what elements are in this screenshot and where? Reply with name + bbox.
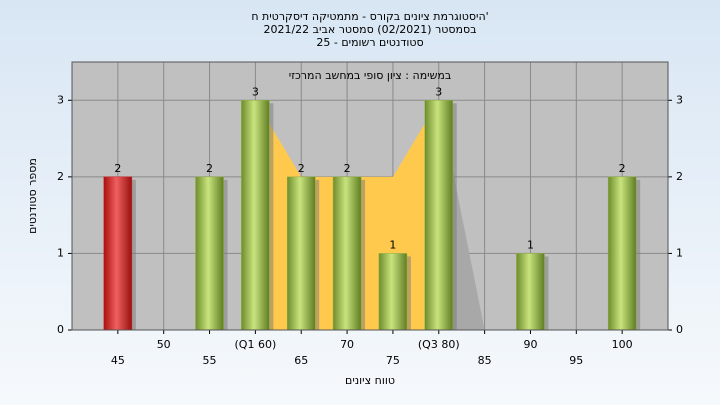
data-label: 2 — [114, 162, 121, 175]
x-tick-label: 90 — [523, 338, 537, 351]
y-tick-label: 2 — [57, 170, 64, 183]
data-label: 2 — [344, 162, 351, 175]
subtitle: במשימה : ציון סופי במחשב המרכזי — [289, 69, 452, 82]
data-label: 2 — [298, 162, 305, 175]
bar — [378, 253, 408, 331]
x-tick-label: (Q1 60) — [235, 338, 277, 351]
bar — [103, 176, 133, 331]
x-tick-label: 85 — [478, 354, 492, 367]
plot-frame — [71, 61, 669, 331]
x-tick-label: 70 — [340, 338, 354, 351]
title-line: בסמסטר (02/2021) סמסטר אביב 2021/22 — [263, 23, 476, 36]
y2-tick-label: 2 — [676, 170, 683, 183]
data-label: 2 — [206, 162, 213, 175]
x-tick-label: 100 — [612, 338, 633, 351]
y2-tick-label: 3 — [676, 93, 683, 106]
data-label: 1 — [389, 238, 396, 251]
y-tick-label: 3 — [57, 93, 64, 106]
bar — [607, 176, 637, 331]
title-line: סטודנטים רשומים - 25 — [316, 36, 423, 49]
data-label: 2 — [619, 162, 626, 175]
title-line: היסטוגרמת ציונים בקורס - מתמטיקה דיסקרטי… — [251, 10, 488, 23]
data-label: 3 — [252, 85, 259, 98]
bar — [332, 176, 362, 331]
data-label: 3 — [435, 85, 442, 98]
y-tick-label: 0 — [57, 323, 64, 336]
x-tick-label: 45 — [111, 354, 125, 367]
y2-tick-label: 1 — [676, 246, 683, 259]
x-tick-label: 95 — [569, 354, 583, 367]
data-label: 1 — [527, 238, 534, 251]
x-tick-label: 50 — [157, 338, 171, 351]
y-axis-label: מספר סטודנטים — [26, 158, 39, 234]
x-tick-label: 75 — [386, 354, 400, 367]
bar — [286, 176, 316, 331]
x-tick-label: 55 — [203, 354, 217, 367]
bar — [424, 100, 454, 331]
bar — [516, 253, 545, 331]
bar — [195, 176, 224, 331]
x-axis-label: טווח ציונים — [345, 374, 395, 387]
x-tick-label: 65 — [294, 354, 308, 367]
bar — [241, 100, 270, 331]
y2-tick-label: 0 — [676, 323, 683, 336]
x-tick-label: (Q3 80) — [418, 338, 460, 351]
y-tick-label: 1 — [57, 246, 64, 259]
